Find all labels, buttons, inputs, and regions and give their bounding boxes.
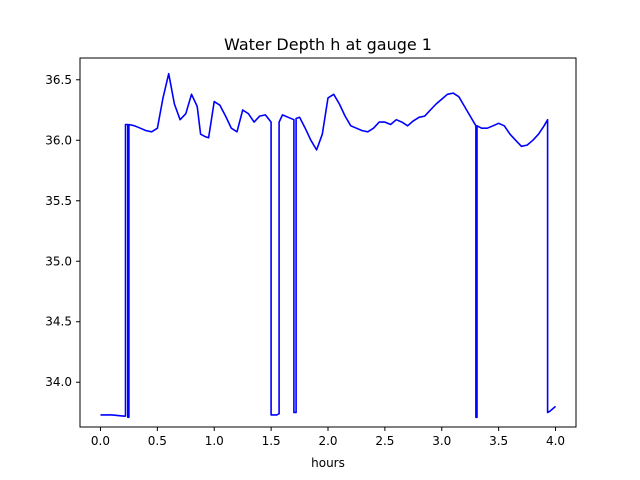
y-tick-label: 34.5 (45, 315, 72, 329)
x-tick-label: 0.5 (148, 434, 167, 448)
y-tick-label: 36.5 (45, 73, 72, 87)
x-axis: 0.0 0.5 1.0 1.5 2.0 2.5 3.0 3.5 4.0 (91, 427, 565, 448)
x-tick-label: 0.0 (91, 434, 110, 448)
x-axis-label: hours (311, 456, 345, 470)
x-tick-label: 3.0 (432, 434, 451, 448)
x-tick-label: 4.0 (546, 434, 565, 448)
x-tick-label: 3.5 (489, 434, 508, 448)
y-tick-label: 34.0 (45, 375, 72, 389)
series-layer (100, 72, 557, 419)
y-axis: 34.0 34.5 35.0 35.5 36.0 36.5 (45, 73, 80, 389)
y-tick-label: 35.5 (45, 194, 72, 208)
x-tick-label: 2.5 (375, 434, 394, 448)
y-tick-label: 35.0 (45, 254, 72, 268)
series-line-0 (100, 72, 557, 419)
x-tick-label: 1.5 (262, 434, 281, 448)
x-tick-label: 1.0 (205, 434, 224, 448)
x-tick-label: 2.0 (318, 434, 337, 448)
y-tick-label: 36.0 (45, 133, 72, 147)
chart-title: Water Depth h at gauge 1 (224, 35, 432, 54)
